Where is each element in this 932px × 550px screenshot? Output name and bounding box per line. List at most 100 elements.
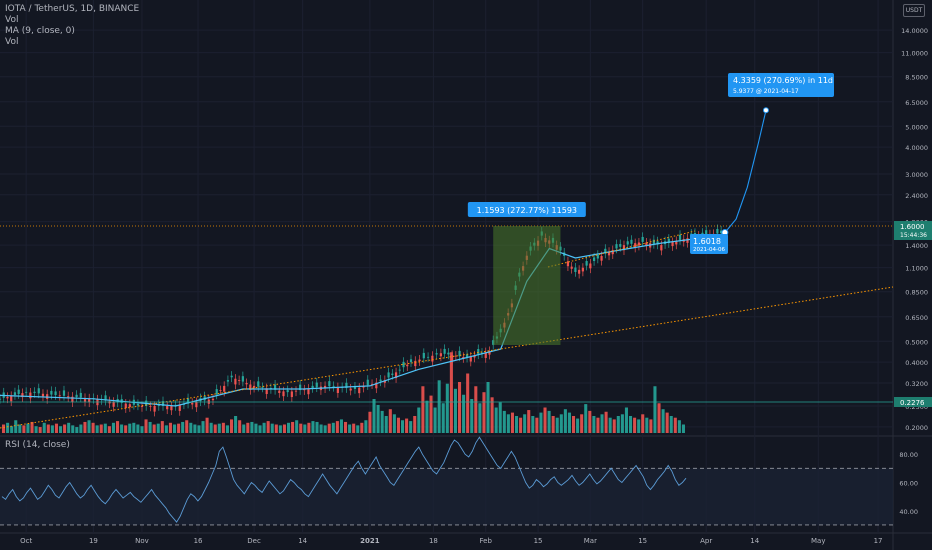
- candle-body: [578, 269, 581, 274]
- symbol-title[interactable]: IOTA / TetherUS, 1D, BINANCE: [5, 4, 140, 14]
- volume-bar: [10, 426, 14, 433]
- candle-body: [701, 232, 704, 236]
- support-price-label: 0.2276: [900, 399, 925, 407]
- volume-bar: [144, 419, 148, 433]
- volume-bar: [624, 407, 628, 433]
- volume-bar: [523, 414, 527, 433]
- ma-legend[interactable]: MA (9, close, 0): [5, 26, 75, 36]
- candle-body: [67, 396, 70, 398]
- volume-bar: [458, 382, 462, 433]
- volume-bar: [360, 422, 364, 433]
- volume-bar: [584, 404, 588, 433]
- candle-body: [241, 376, 244, 382]
- candle-body: [634, 243, 637, 248]
- volume-bar: [486, 382, 490, 433]
- candle-body: [611, 250, 614, 255]
- volume-bar: [197, 425, 201, 433]
- volume-bar: [303, 424, 307, 433]
- rsi-line: [1, 436, 687, 523]
- time-tick-label: Nov: [135, 537, 149, 545]
- volume-bar: [311, 421, 315, 433]
- volume-bar: [270, 423, 274, 433]
- time-tick-label: 17: [874, 537, 883, 545]
- volume-bar: [531, 416, 535, 433]
- volume-bar: [576, 418, 580, 433]
- candle-body: [17, 389, 20, 395]
- candle-body: [660, 245, 663, 251]
- candle-body: [328, 381, 331, 387]
- candle-body: [149, 405, 152, 407]
- price-tick-label: 0.4000: [905, 359, 928, 367]
- volume-bar: [645, 417, 649, 433]
- candle-body: [282, 391, 285, 397]
- candle-body: [75, 394, 78, 398]
- candle-body: [332, 385, 335, 387]
- volume-bar: [445, 383, 449, 433]
- candle-body: [720, 230, 723, 234]
- volume-bar: [506, 414, 510, 433]
- rsi-legend[interactable]: RSI (14, close): [5, 440, 70, 450]
- volume-bar: [181, 421, 185, 433]
- volume-bar: [449, 352, 453, 433]
- candle-body: [62, 390, 66, 396]
- volume-bar: [396, 417, 400, 433]
- time-tick-label: 14: [298, 537, 307, 545]
- candle-body: [641, 236, 644, 242]
- price-tick-label: 0.2000: [905, 424, 928, 432]
- volume-bar: [323, 425, 327, 433]
- currency-badge[interactable]: USDT: [903, 4, 925, 17]
- candle-body: [626, 241, 629, 245]
- volume-bar: [278, 425, 282, 433]
- candle-body: [223, 385, 226, 392]
- time-tick-label: 15: [638, 537, 647, 545]
- candle-body: [0, 398, 2, 400]
- time-tick-label: 16: [194, 537, 203, 545]
- volume-bar: [649, 419, 653, 433]
- volume-bar: [653, 386, 657, 433]
- volume-bar: [543, 407, 547, 433]
- volume-bar: [600, 414, 604, 433]
- time-tick-label: May: [811, 537, 825, 545]
- candle-body: [353, 386, 357, 389]
- candle-body: [25, 391, 28, 393]
- candle-body: [458, 350, 461, 357]
- volume-bar: [103, 423, 107, 433]
- volume-bar: [18, 424, 22, 433]
- candle-body: [21, 393, 24, 398]
- candle-body: [336, 387, 339, 393]
- volume-bar: [629, 416, 633, 433]
- start-label-line2: 2021-04-06: [693, 247, 725, 253]
- volume-bar: [474, 386, 478, 433]
- candle-body: [124, 403, 127, 409]
- volume-bar: [266, 421, 270, 433]
- price-tick-label: 14.0000: [901, 27, 928, 35]
- time-tick-label: Mar: [584, 537, 597, 545]
- projection-label-box: [728, 73, 834, 97]
- candle-body: [257, 381, 260, 387]
- candle-body: [230, 375, 233, 378]
- candle-body: [435, 353, 438, 355]
- volume-bar: [665, 412, 669, 433]
- candle-body: [414, 360, 417, 367]
- candle-body: [589, 263, 592, 269]
- candle-body: [153, 405, 156, 412]
- volume-bar: [230, 419, 234, 433]
- measure-box: [493, 226, 561, 345]
- candle-body: [394, 372, 398, 379]
- candle-body: [10, 395, 13, 402]
- volume-bar: [50, 425, 54, 433]
- rsi-tick-label: 60.00: [899, 479, 918, 487]
- price-tick-label: 5.0000: [905, 123, 928, 131]
- volume-bar: [429, 395, 433, 433]
- candle-body: [307, 388, 310, 395]
- candle-body: [71, 396, 74, 403]
- candle-body: [451, 355, 454, 361]
- rsi-pane: [0, 436, 893, 526]
- volume-bar: [242, 424, 246, 433]
- volume-bar: [368, 411, 372, 433]
- candle-body: [652, 239, 655, 244]
- drawing-overlay[interactable]: 1.1593 (272.77%) 11593 4.3359 (270.69%) i…: [0, 73, 894, 429]
- volume-bar: [177, 423, 181, 433]
- candle-body: [426, 356, 430, 358]
